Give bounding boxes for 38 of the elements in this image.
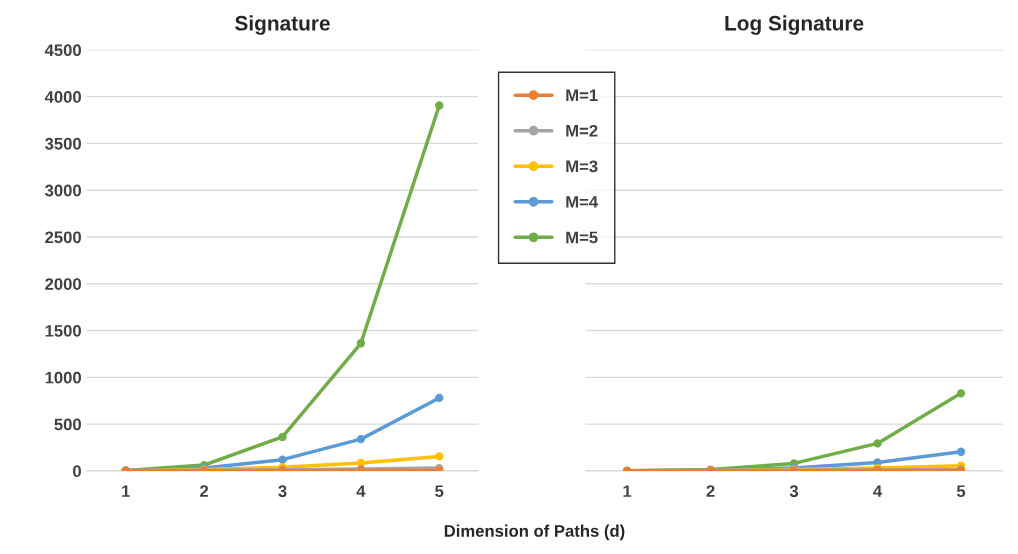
x-tick-label: 1 <box>122 485 130 497</box>
x-tick-label: 2 <box>706 485 715 497</box>
legend-label: M=4 <box>566 196 599 208</box>
x-tick-label: 5 <box>956 485 966 498</box>
legend-label: M=5 <box>566 231 598 244</box>
x-tick-label: 4 <box>873 485 883 497</box>
y-tick-label: 3000 <box>44 184 81 197</box>
y-tick-label: 500 <box>54 418 81 431</box>
x-tick-label: 1 <box>623 485 632 497</box>
point <box>435 452 444 461</box>
point <box>356 339 366 348</box>
legend-label: M=1 <box>566 89 598 101</box>
point <box>435 393 444 403</box>
point <box>956 389 966 398</box>
point <box>435 101 444 110</box>
x-tick-label: 3 <box>789 485 799 498</box>
y-tick-label: 2500 <box>45 231 81 244</box>
point <box>278 455 287 464</box>
x-tick-label: 3 <box>278 485 287 498</box>
point <box>956 447 966 456</box>
y-tick-label: 3500 <box>44 137 81 150</box>
chart-title: Log Signature <box>725 15 864 35</box>
legend-label: M=2 <box>566 124 598 137</box>
y-tick-label: 2000 <box>45 278 81 290</box>
chart-title: Signature <box>235 15 330 35</box>
point <box>873 439 882 448</box>
x-tick-label: 4 <box>356 485 366 497</box>
y-tick-label: 4000 <box>44 91 81 103</box>
point <box>278 432 287 442</box>
y-tick-label: 4500 <box>44 44 81 57</box>
legend-label: M=3 <box>566 160 598 173</box>
y-tick-label: 1000 <box>45 371 81 384</box>
point <box>356 434 366 444</box>
x-tick-label: 5 <box>435 485 444 498</box>
y-tick-label: 1500 <box>45 324 81 337</box>
x-axis-title: Dimension of Paths (d) <box>444 524 625 541</box>
y-tick-label: 0 <box>73 465 81 478</box>
x-tick-label: 2 <box>200 485 209 497</box>
